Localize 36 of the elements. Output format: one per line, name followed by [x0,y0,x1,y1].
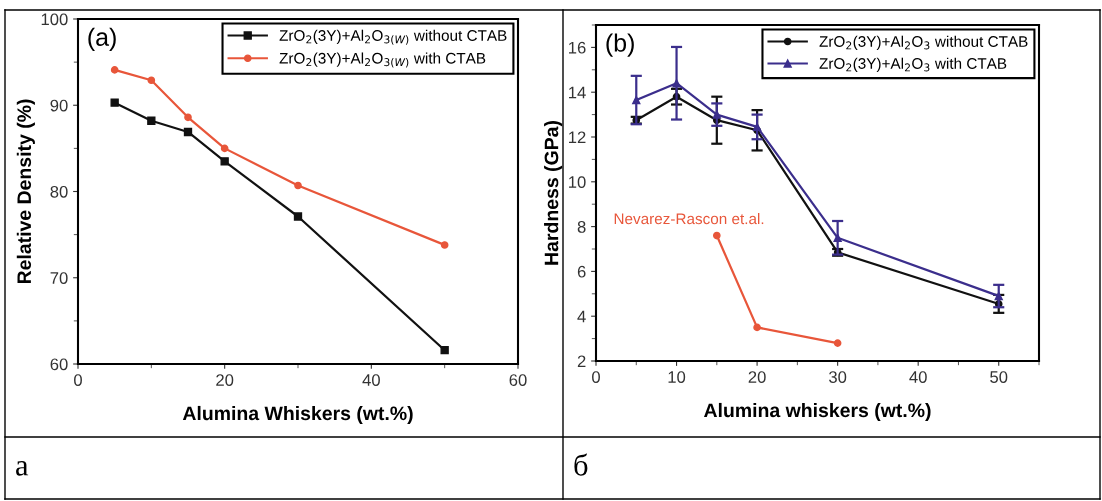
y-tick-label: 60 [50,358,68,371]
y-tick-label: 70 [50,272,68,284]
x-tick-label: 0 [74,374,82,386]
annotation: (a) [88,27,116,51]
x-tick-label: 10 [668,371,686,383]
x-tick-label: 20 [216,374,234,386]
y-axis-title: Relative Density (%) [16,99,35,284]
text: а [16,461,29,476]
x-tick-label: 40 [362,374,380,386]
y-tick-label: 14 [569,86,586,99]
y-tick-label: 16 [569,41,586,54]
series-label: Nevarez-Rascon et.al. [614,212,764,225]
x-tick-label: 60 [509,374,527,386]
legend-label: ZrO$_{2}$(3Y)+Al$_{2}$O$_{3}$ with CTAB [819,57,1007,72]
legend-label: ZrO$_{2}$(3Y)+Al$_{2}$O$_{3(W)}$ with CTAB [279,52,486,68]
annotation: (b) [606,33,634,57]
x-tick-label: 50 [990,371,1008,383]
y-tick-label: 80 [50,185,68,198]
y-tick-label: 8 [577,221,586,233]
y-tick-label: 90 [50,99,68,112]
x-tick-label: 40 [909,371,927,383]
x-tick-label: 30 [829,371,847,383]
y-tick-label: 4 [577,310,586,323]
y-tick-label: 10 [569,176,586,188]
y-tick-label: 2 [577,355,586,368]
y-tick-label: 12 [569,131,586,144]
text: б [574,453,588,476]
x-axis-title: Alumina Whiskers (wt.%) [182,405,413,425]
x-tick-label: 20 [748,371,766,383]
y-tick-label: 100 [41,13,68,26]
y-axis-title: Hardness (GPa) [544,121,563,265]
y-tick-label: 6 [577,265,586,278]
x-tick-label: 0 [592,371,600,383]
legend-label: ZrO$_{2}$(3Y)+Al$_{2}$O$_{3}$ without CTAB [819,35,1028,50]
legend-label: ZrO$_{2}$(3Y)+Al$_{2}$O$_{3(W)}$ without CTAB [279,29,507,45]
x-axis-title: Alumina whiskers (wt.%) [704,402,931,422]
